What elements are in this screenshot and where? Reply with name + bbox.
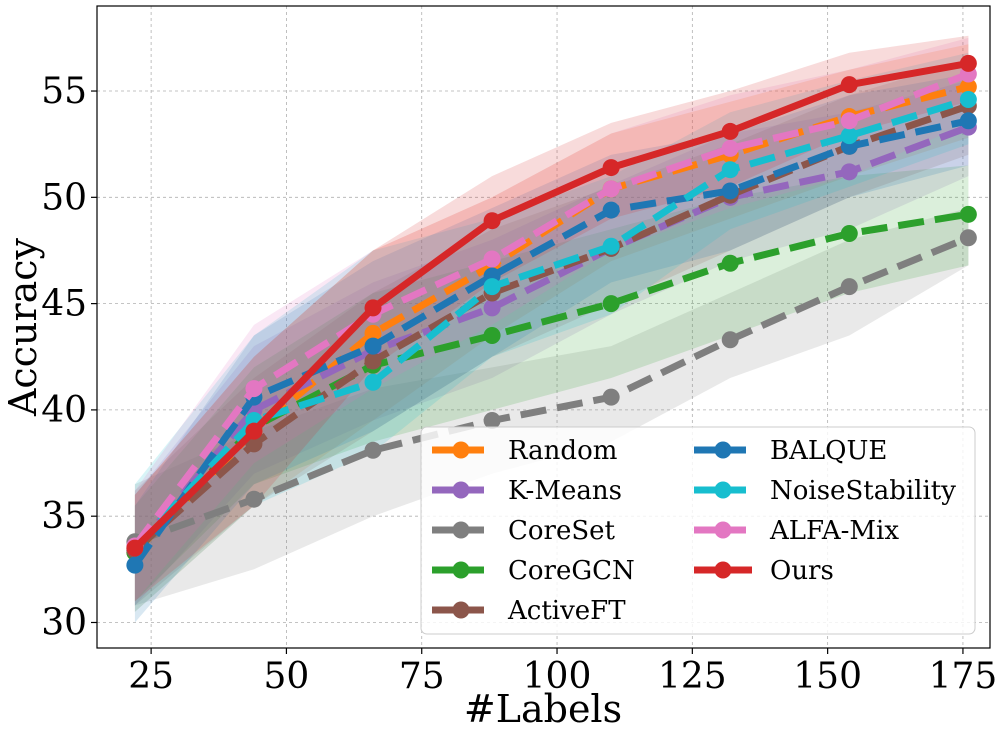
- legend-k-means-marker: [452, 481, 470, 499]
- legend-balque-label: BALQUE: [770, 436, 887, 466]
- coreset-point: [602, 388, 620, 406]
- coreset-point: [364, 441, 382, 459]
- coreset-point: [840, 278, 858, 296]
- ours-series: [126, 54, 977, 557]
- coreset-point: [483, 412, 501, 430]
- x-tick-label: 150: [793, 656, 862, 697]
- legend-alfa-mix-marker: [714, 521, 732, 539]
- legend-alfa-mix-label: ALFA-Mix: [769, 516, 899, 546]
- balque-band: [134, 74, 969, 623]
- legend-coreset-marker: [452, 521, 470, 539]
- alfa-mix-point: [721, 139, 739, 157]
- legend-ours-marker: [714, 561, 732, 579]
- legend-coregcn-marker: [452, 561, 470, 579]
- alfa-mix-point: [602, 180, 620, 198]
- y-tick-label: 45: [41, 284, 87, 325]
- coregcn-point: [959, 205, 977, 223]
- x-tick-label: 25: [128, 656, 174, 697]
- alfa-mix-point: [840, 112, 858, 130]
- legend: Random K-Means CoreSet CoreGCN ActiveFT BALQU…: [420, 426, 976, 635]
- ours-point: [483, 212, 501, 230]
- coreset-line: [133, 234, 970, 545]
- noisestability-point: [602, 237, 620, 255]
- y-tick-label: 30: [41, 602, 87, 643]
- ours-point: [840, 76, 858, 94]
- legend-balque-marker: [714, 441, 732, 459]
- noisestability-point: [840, 127, 858, 145]
- ours-point: [602, 159, 620, 177]
- coregcn-point: [721, 254, 739, 272]
- coreset-band: [134, 208, 969, 606]
- legend-ours-label: Ours: [770, 556, 834, 586]
- random-point: [959, 78, 977, 96]
- y-tick-label: 55: [41, 71, 87, 112]
- noisestability-point: [721, 161, 739, 179]
- x-tick-label: 175: [929, 656, 996, 697]
- coregcn-point: [602, 295, 620, 313]
- coregcn-point: [840, 224, 858, 242]
- coregcn-band: [134, 165, 969, 602]
- k-means-point: [483, 299, 501, 317]
- balque-point: [959, 112, 977, 130]
- coreset-point: [721, 331, 739, 349]
- x-tick-label: 50: [264, 656, 310, 697]
- balque-line: [132, 117, 970, 568]
- activeft-line: [132, 102, 970, 553]
- legend-random-marker: [452, 441, 470, 459]
- balque-point: [126, 556, 144, 574]
- x-tick-label: 125: [658, 656, 727, 697]
- legend-coregcn-label: CoreGCN: [508, 556, 635, 586]
- alfa-mix-point: [483, 250, 501, 268]
- ours-band: [134, 35, 969, 602]
- ours-point: [126, 539, 144, 557]
- legend-k-means-label: K-Means: [508, 476, 622, 506]
- y-axis-label: Accuracy: [1, 237, 45, 417]
- noisestability-point: [959, 91, 977, 109]
- alfa-mix-series: [126, 65, 977, 555]
- legend-activeft-label: ActiveFT: [507, 596, 626, 626]
- alfa-mix-line: [132, 70, 970, 549]
- activeft-band: [134, 59, 969, 606]
- k-means-band: [134, 80, 969, 606]
- x-tick-label: 75: [399, 656, 445, 697]
- noisestability-point: [364, 373, 382, 391]
- coregcn-point: [483, 327, 501, 345]
- ours-point: [245, 422, 263, 440]
- alfa-mix-point: [245, 380, 263, 398]
- noisestability-point: [483, 278, 501, 296]
- activeft-point: [364, 352, 382, 370]
- balque-point: [364, 337, 382, 355]
- plot-frame: [96, 5, 991, 649]
- y-tick-label: 35: [41, 496, 87, 537]
- ours-point: [721, 122, 739, 140]
- legend-coreset-label: CoreSet: [508, 516, 616, 546]
- x-axis-label: #Labels: [464, 687, 622, 731]
- ours-point: [364, 299, 382, 317]
- random-band: [134, 44, 969, 612]
- coreset-point: [245, 490, 263, 508]
- balque-point: [602, 201, 620, 219]
- noisestability-band: [134, 52, 969, 612]
- legend-random-label: Random: [508, 436, 617, 466]
- k-means-line: [132, 123, 970, 553]
- y-tick-label: 50: [41, 177, 87, 218]
- legend-noisestability-label: NoiseStability: [770, 476, 956, 506]
- coreset-point: [959, 229, 977, 247]
- random-point: [364, 324, 382, 342]
- k-means-point: [840, 163, 858, 181]
- x-tick-label: 100: [523, 656, 592, 697]
- coreset-series: [126, 229, 977, 551]
- legend-activeft-marker: [452, 601, 470, 619]
- series-lines: [126, 54, 977, 574]
- ours-point: [959, 54, 977, 72]
- balque-point: [721, 182, 739, 200]
- ours-line: [132, 59, 970, 551]
- y-tick-label: 40: [41, 390, 87, 431]
- axis-ticks: 25 50 75 100 125 150 175 30 35 40 45 50 55: [41, 71, 996, 697]
- legend-noisestability-marker: [714, 481, 732, 499]
